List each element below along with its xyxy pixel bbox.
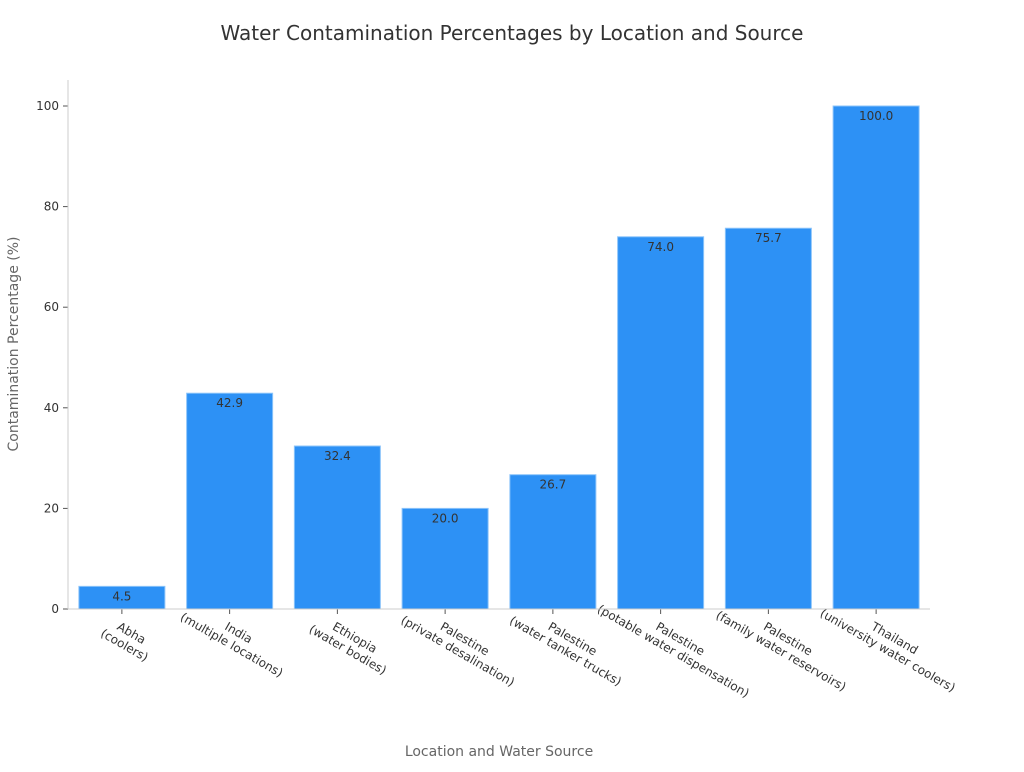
x-axis-label: Location and Water Source [405, 744, 593, 760]
x-tick-label: India(multiple locations) [178, 610, 285, 680]
bar [293, 445, 381, 610]
data-label: 100.0 [859, 109, 893, 123]
data-label: 42.9 [216, 396, 243, 410]
y-tick-label: 20 [44, 501, 59, 515]
data-label: 32.4 [324, 449, 351, 463]
y-tick-label: 100 [36, 99, 59, 113]
data-label: 4.5 [112, 589, 131, 603]
y-tick-label: 60 [44, 300, 59, 314]
x-tick-label-line: (water tanker trucks) [507, 613, 624, 688]
y-tick-label: 80 [44, 200, 59, 214]
bar [617, 236, 705, 610]
x-tick-label-line: (private desalination) [399, 613, 518, 690]
data-label: 74.0 [647, 240, 674, 254]
data-label: 75.7 [755, 231, 782, 245]
bar [186, 392, 274, 610]
y-tick-label: 0 [51, 602, 59, 616]
y-tick-label: 40 [44, 401, 59, 415]
x-tick-label: Ethiopia(water bodies) [307, 619, 389, 677]
data-label: 20.0 [432, 511, 459, 525]
x-tick-label: Palestine(private desalination) [399, 613, 518, 690]
data-label: 26.7 [540, 478, 567, 492]
chart-title: Water Contamination Percentages by Locat… [221, 21, 804, 45]
bar [832, 105, 920, 610]
bar [509, 474, 597, 610]
bar [401, 507, 489, 610]
x-tick-label: Abha(coolers) [98, 619, 151, 664]
bar [724, 227, 812, 610]
y-axis-label: Contamination Percentage (%) [6, 237, 22, 452]
